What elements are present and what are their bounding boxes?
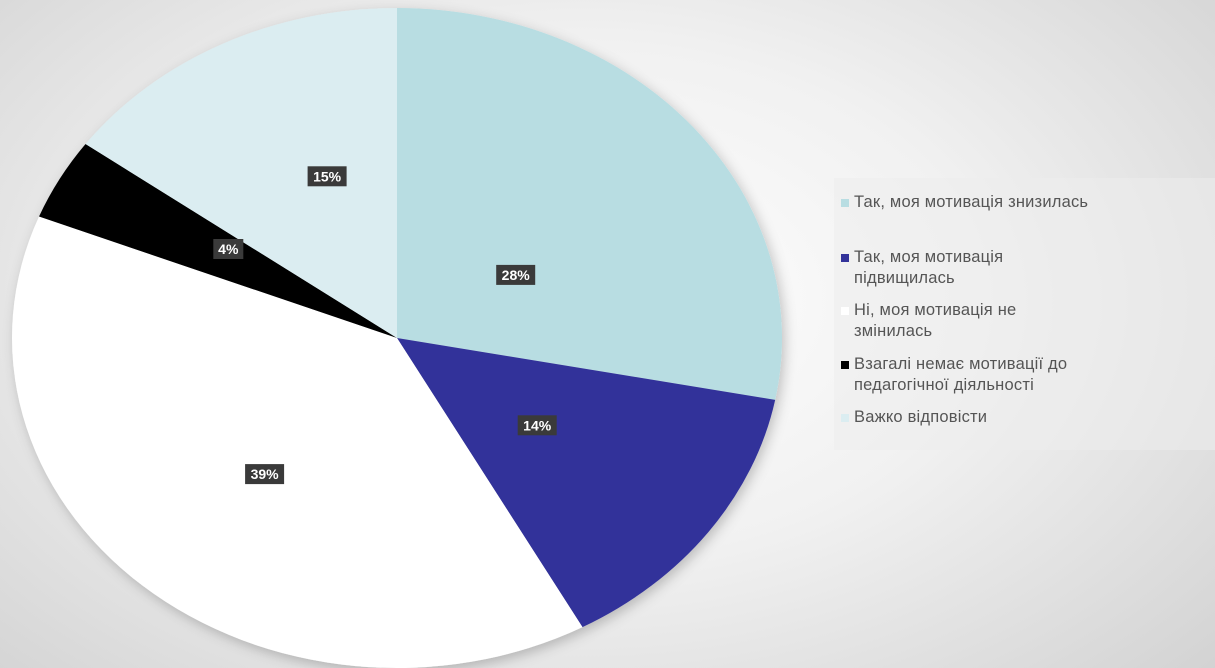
data-label-text: 39% [251, 466, 280, 482]
legend-label: Взагалі немає мотивації до педагогічної … [854, 355, 1068, 394]
data-label-box [517, 415, 557, 436]
legend-item-motivation-increased: Так, моя мотивація підвищилась [834, 247, 1003, 289]
legend-swatch [841, 199, 849, 207]
legend-label: Так, моя мотивація знизилась [854, 193, 1089, 211]
legend-swatch [841, 361, 849, 369]
chart-legend: Так, моя мотивація знизилась Так, моя мо… [834, 178, 1215, 450]
data-label-text: 15% [313, 168, 342, 184]
pie-slice-motivation-increased [397, 338, 776, 628]
data-label-box [307, 166, 347, 187]
legend-swatch [841, 254, 849, 262]
legend-item-hard-to-answer: Важко відповісти [834, 407, 987, 428]
data-label-text: 4% [218, 241, 239, 257]
pie-slice-hard-to-answer [85, 8, 397, 338]
legend-swatch [841, 414, 849, 422]
data-label: 14% [517, 415, 557, 436]
data-label-text: 28% [502, 267, 531, 283]
legend-item-no-motivation: Взагалі немає мотивації до педагогічної … [834, 354, 1067, 396]
data-label: 28% [496, 264, 536, 285]
data-label-box [496, 264, 536, 285]
legend-label: Важко відповісти [854, 408, 988, 426]
data-label-box [245, 464, 285, 485]
data-label-box [213, 239, 244, 259]
legend-item-motivation-decreased: Так, моя мотивація знизилась [834, 192, 1088, 213]
legend-swatch [841, 307, 849, 315]
legend-item-motivation-unchanged: Ні, моя мотивація не змінилась [834, 300, 1016, 342]
data-label: 4% [213, 239, 244, 259]
data-label: 15% [307, 166, 347, 187]
data-label: 39% [245, 464, 285, 485]
data-label-text: 14% [523, 417, 552, 433]
pie-slice-motivation-unchanged [12, 216, 583, 668]
legend-label: Так, моя мотивація підвищилась [854, 248, 1004, 287]
pie-slice-motivation-decreased [397, 8, 783, 400]
legend-label: Ні, моя мотивація не змінилась [854, 301, 1017, 340]
